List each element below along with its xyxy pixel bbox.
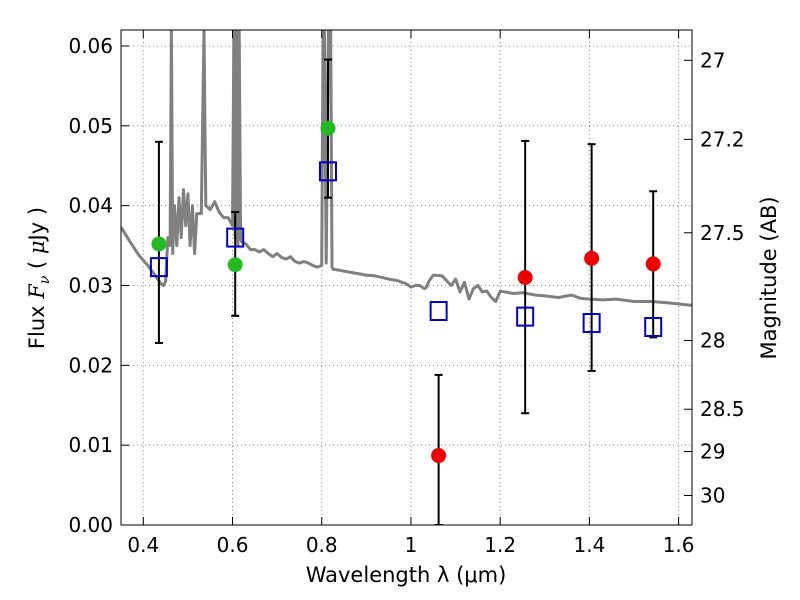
y-axis-label-subscript: ν bbox=[37, 275, 53, 284]
right-tick-label: 29 bbox=[700, 440, 725, 464]
y-tick-label: 0.03 bbox=[68, 273, 113, 297]
right-tick-label: 27.5 bbox=[700, 221, 745, 245]
y-tick-label: 0.01 bbox=[68, 433, 113, 457]
green-point bbox=[227, 257, 243, 273]
y-tick-label: 0.02 bbox=[68, 353, 113, 377]
x-tick-label: 1 bbox=[405, 533, 418, 557]
y-tick-label: 0.04 bbox=[68, 194, 113, 218]
model-square bbox=[226, 227, 245, 248]
model-square bbox=[149, 257, 168, 278]
y-tick-label: 0.06 bbox=[68, 34, 113, 58]
model-square bbox=[582, 313, 601, 334]
y-axis-label-unit: Jy ) bbox=[25, 207, 49, 243]
x-tick-label: 0.4 bbox=[127, 533, 159, 557]
ticks: 0.4 0.6 0.8 1 1.2 1.4 1.6 0.00 0.01 0.02 0.03 0.04 0… bbox=[68, 30, 745, 557]
x-axis-label: Wavelength λ (μm) bbox=[306, 563, 507, 587]
y-axis-label: Flux Fν ( μJy ) bbox=[25, 207, 53, 349]
right-axis-label: Magnitude (AB) bbox=[757, 196, 781, 359]
y-axis-label-prefix: Flux bbox=[25, 299, 49, 349]
right-tick-label: 30 bbox=[700, 483, 725, 507]
red-point bbox=[584, 250, 600, 266]
y-axis-label-paren: ( bbox=[25, 254, 49, 276]
green-point bbox=[151, 236, 167, 252]
model-square bbox=[516, 306, 535, 327]
y-axis-label-symbol: F bbox=[25, 283, 49, 300]
right-tick-label: 28 bbox=[700, 329, 725, 353]
x-tick-label: 1.2 bbox=[484, 533, 516, 557]
x-tick-label: 1.4 bbox=[573, 533, 605, 557]
model-square bbox=[644, 317, 663, 337]
y-tick-label: 0.05 bbox=[68, 114, 113, 138]
model-square bbox=[318, 161, 337, 182]
right-tick-label: 27.2 bbox=[700, 127, 745, 151]
model-square bbox=[429, 301, 448, 322]
sed-curve bbox=[121, 30, 692, 307]
x-tick-label: 0.8 bbox=[306, 533, 338, 557]
y-axis-label-mu: μ bbox=[25, 240, 49, 254]
red-point bbox=[517, 270, 533, 285]
plot-frame bbox=[120, 29, 693, 526]
grid bbox=[121, 30, 692, 526]
y-tick-label: 0.00 bbox=[68, 513, 113, 537]
plot-area bbox=[121, 30, 692, 525]
red-point bbox=[645, 256, 661, 272]
red-point bbox=[431, 448, 447, 464]
right-tick-label: 28.5 bbox=[700, 397, 745, 421]
green-point bbox=[320, 120, 336, 136]
x-tick-label: 0.6 bbox=[217, 533, 249, 557]
x-tick-label: 1.6 bbox=[663, 533, 695, 557]
right-tick-label: 27 bbox=[700, 48, 725, 72]
